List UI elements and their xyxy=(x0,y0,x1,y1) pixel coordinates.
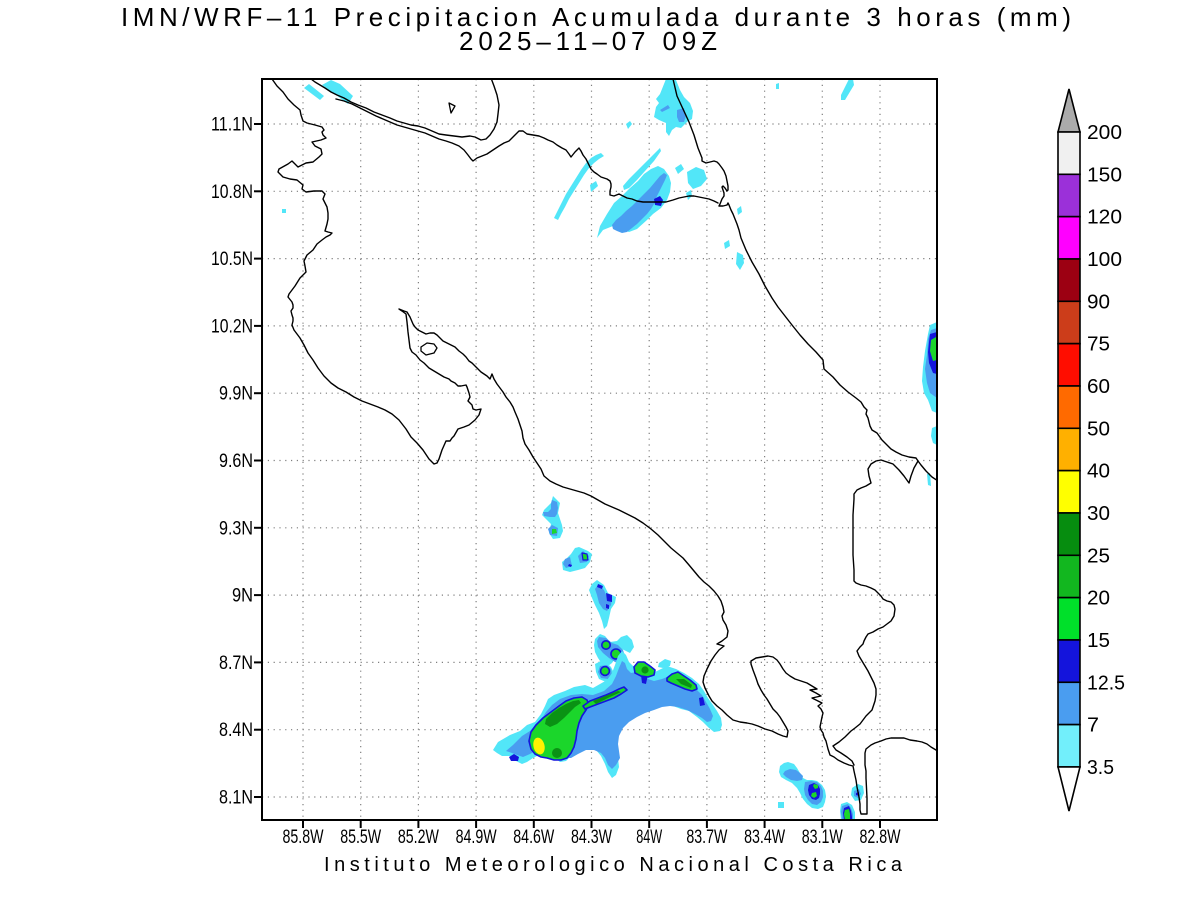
svg-text:8.1N: 8.1N xyxy=(219,788,253,809)
svg-text:20: 20 xyxy=(1087,588,1110,610)
svg-text:120: 120 xyxy=(1087,207,1122,229)
svg-text:50: 50 xyxy=(1087,418,1110,440)
svg-text:83.4W: 83.4W xyxy=(744,827,785,848)
svg-text:75: 75 xyxy=(1087,334,1110,356)
svg-text:100: 100 xyxy=(1087,249,1122,271)
svg-text:10.8N: 10.8N xyxy=(211,182,253,203)
svg-text:8.4N: 8.4N xyxy=(219,720,253,741)
svg-text:7: 7 xyxy=(1087,715,1099,737)
svg-text:10.2N: 10.2N xyxy=(211,316,253,337)
svg-text:9.6N: 9.6N xyxy=(219,451,253,472)
svg-text:9.3N: 9.3N xyxy=(219,518,253,539)
svg-text:3.5: 3.5 xyxy=(1087,757,1114,779)
svg-text:11.1N: 11.1N xyxy=(211,115,253,136)
svg-text:Instituto Meteorologico Nacion: Instituto Meteorologico Nacional Costa R… xyxy=(324,854,903,876)
svg-text:12.5: 12.5 xyxy=(1087,672,1125,694)
svg-text:25: 25 xyxy=(1087,545,1110,567)
svg-text:60: 60 xyxy=(1087,376,1110,398)
svg-text:90: 90 xyxy=(1087,291,1110,313)
svg-text:40: 40 xyxy=(1087,461,1110,483)
svg-text:150: 150 xyxy=(1087,164,1122,186)
svg-text:84W: 84W xyxy=(636,827,662,848)
svg-text:84.3W: 84.3W xyxy=(571,827,612,848)
svg-text:83.7W: 83.7W xyxy=(686,827,727,848)
svg-text:9N: 9N xyxy=(232,586,253,607)
svg-text:200: 200 xyxy=(1087,122,1122,144)
svg-text:8.7N: 8.7N xyxy=(219,653,253,674)
svg-text:10.5N: 10.5N xyxy=(211,249,253,270)
svg-text:84.9W: 84.9W xyxy=(456,827,497,848)
svg-text:9.9N: 9.9N xyxy=(219,384,253,405)
svg-text:30: 30 xyxy=(1087,503,1110,525)
svg-text:84.6W: 84.6W xyxy=(513,827,554,848)
svg-text:85.2W: 85.2W xyxy=(398,827,439,848)
svg-text:15: 15 xyxy=(1087,630,1110,652)
svg-text:85.8W: 85.8W xyxy=(283,827,324,848)
svg-text:83.1W: 83.1W xyxy=(802,827,843,848)
svg-text:85.5W: 85.5W xyxy=(340,827,381,848)
svg-text:82.8W: 82.8W xyxy=(860,827,901,848)
